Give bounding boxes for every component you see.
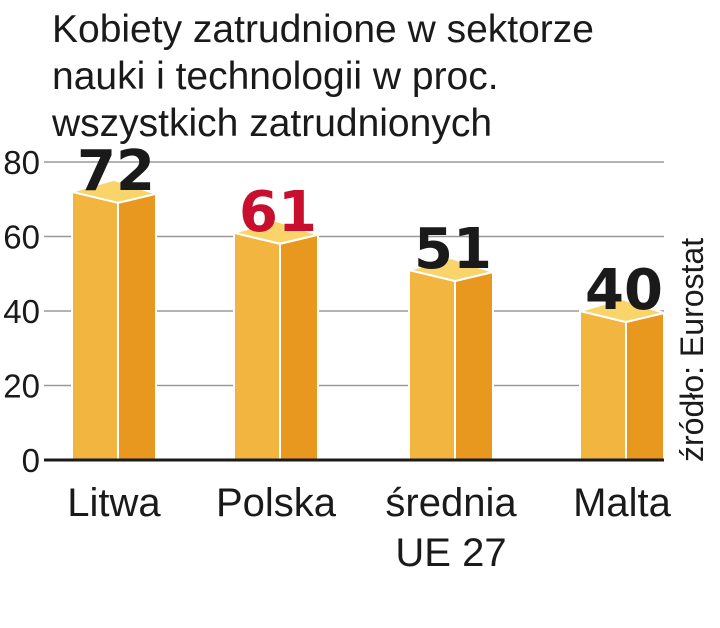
bar-side-face [279, 233, 319, 461]
y-tick-label: 0 [22, 442, 40, 479]
bar-top-face [71, 178, 157, 204]
bar-side-face [454, 271, 494, 461]
bars [71, 178, 665, 461]
bar-top-face [233, 219, 319, 245]
bar [408, 257, 494, 461]
bar-value-label: 61 [239, 180, 317, 245]
bar-side-face [117, 192, 157, 461]
bar-side-face [625, 312, 665, 461]
bar [579, 298, 665, 461]
chart-title: Kobiety zatrudnione w sektorze nauki i t… [51, 8, 594, 145]
chart-title-line-2: nauki i technologii w proc. [52, 55, 499, 98]
x-category-label: Malta [573, 481, 672, 525]
y-tick-label: 60 [3, 219, 40, 256]
bar-front-face [408, 269, 456, 461]
chart-title-line-1: Kobiety zatrudnione w sektorze [52, 8, 594, 51]
bar-front-face [579, 310, 627, 461]
source-label: źródło: Eurostat [674, 238, 710, 462]
bar [233, 219, 319, 461]
bar-top-face [579, 298, 665, 323]
bar [71, 178, 157, 461]
x-category-label: średnia [385, 481, 517, 525]
bar-front-face [71, 190, 119, 461]
y-tick-label: 80 [3, 144, 40, 181]
bar-value-label: 40 [585, 258, 663, 323]
x-category-label: UE 27 [395, 531, 506, 575]
value-labels: 72 61 51 40 [77, 139, 663, 323]
bar-front-face [233, 231, 281, 461]
y-tick-label: 40 [3, 293, 40, 330]
chart-title-line-3: wszystkich zatrudnionych [51, 102, 492, 145]
category-labels: Litwa Polska średnia UE 27 Malta [67, 481, 671, 575]
bar-value-label: 51 [414, 217, 492, 282]
bar-value-label: 72 [77, 139, 155, 204]
y-tick-label: 20 [3, 368, 40, 405]
x-category-label: Polska [216, 481, 337, 525]
x-category-label: Litwa [67, 481, 161, 525]
bar-top-face [408, 257, 494, 283]
y-axis-ticks: 0 20 40 60 80 [3, 144, 40, 479]
